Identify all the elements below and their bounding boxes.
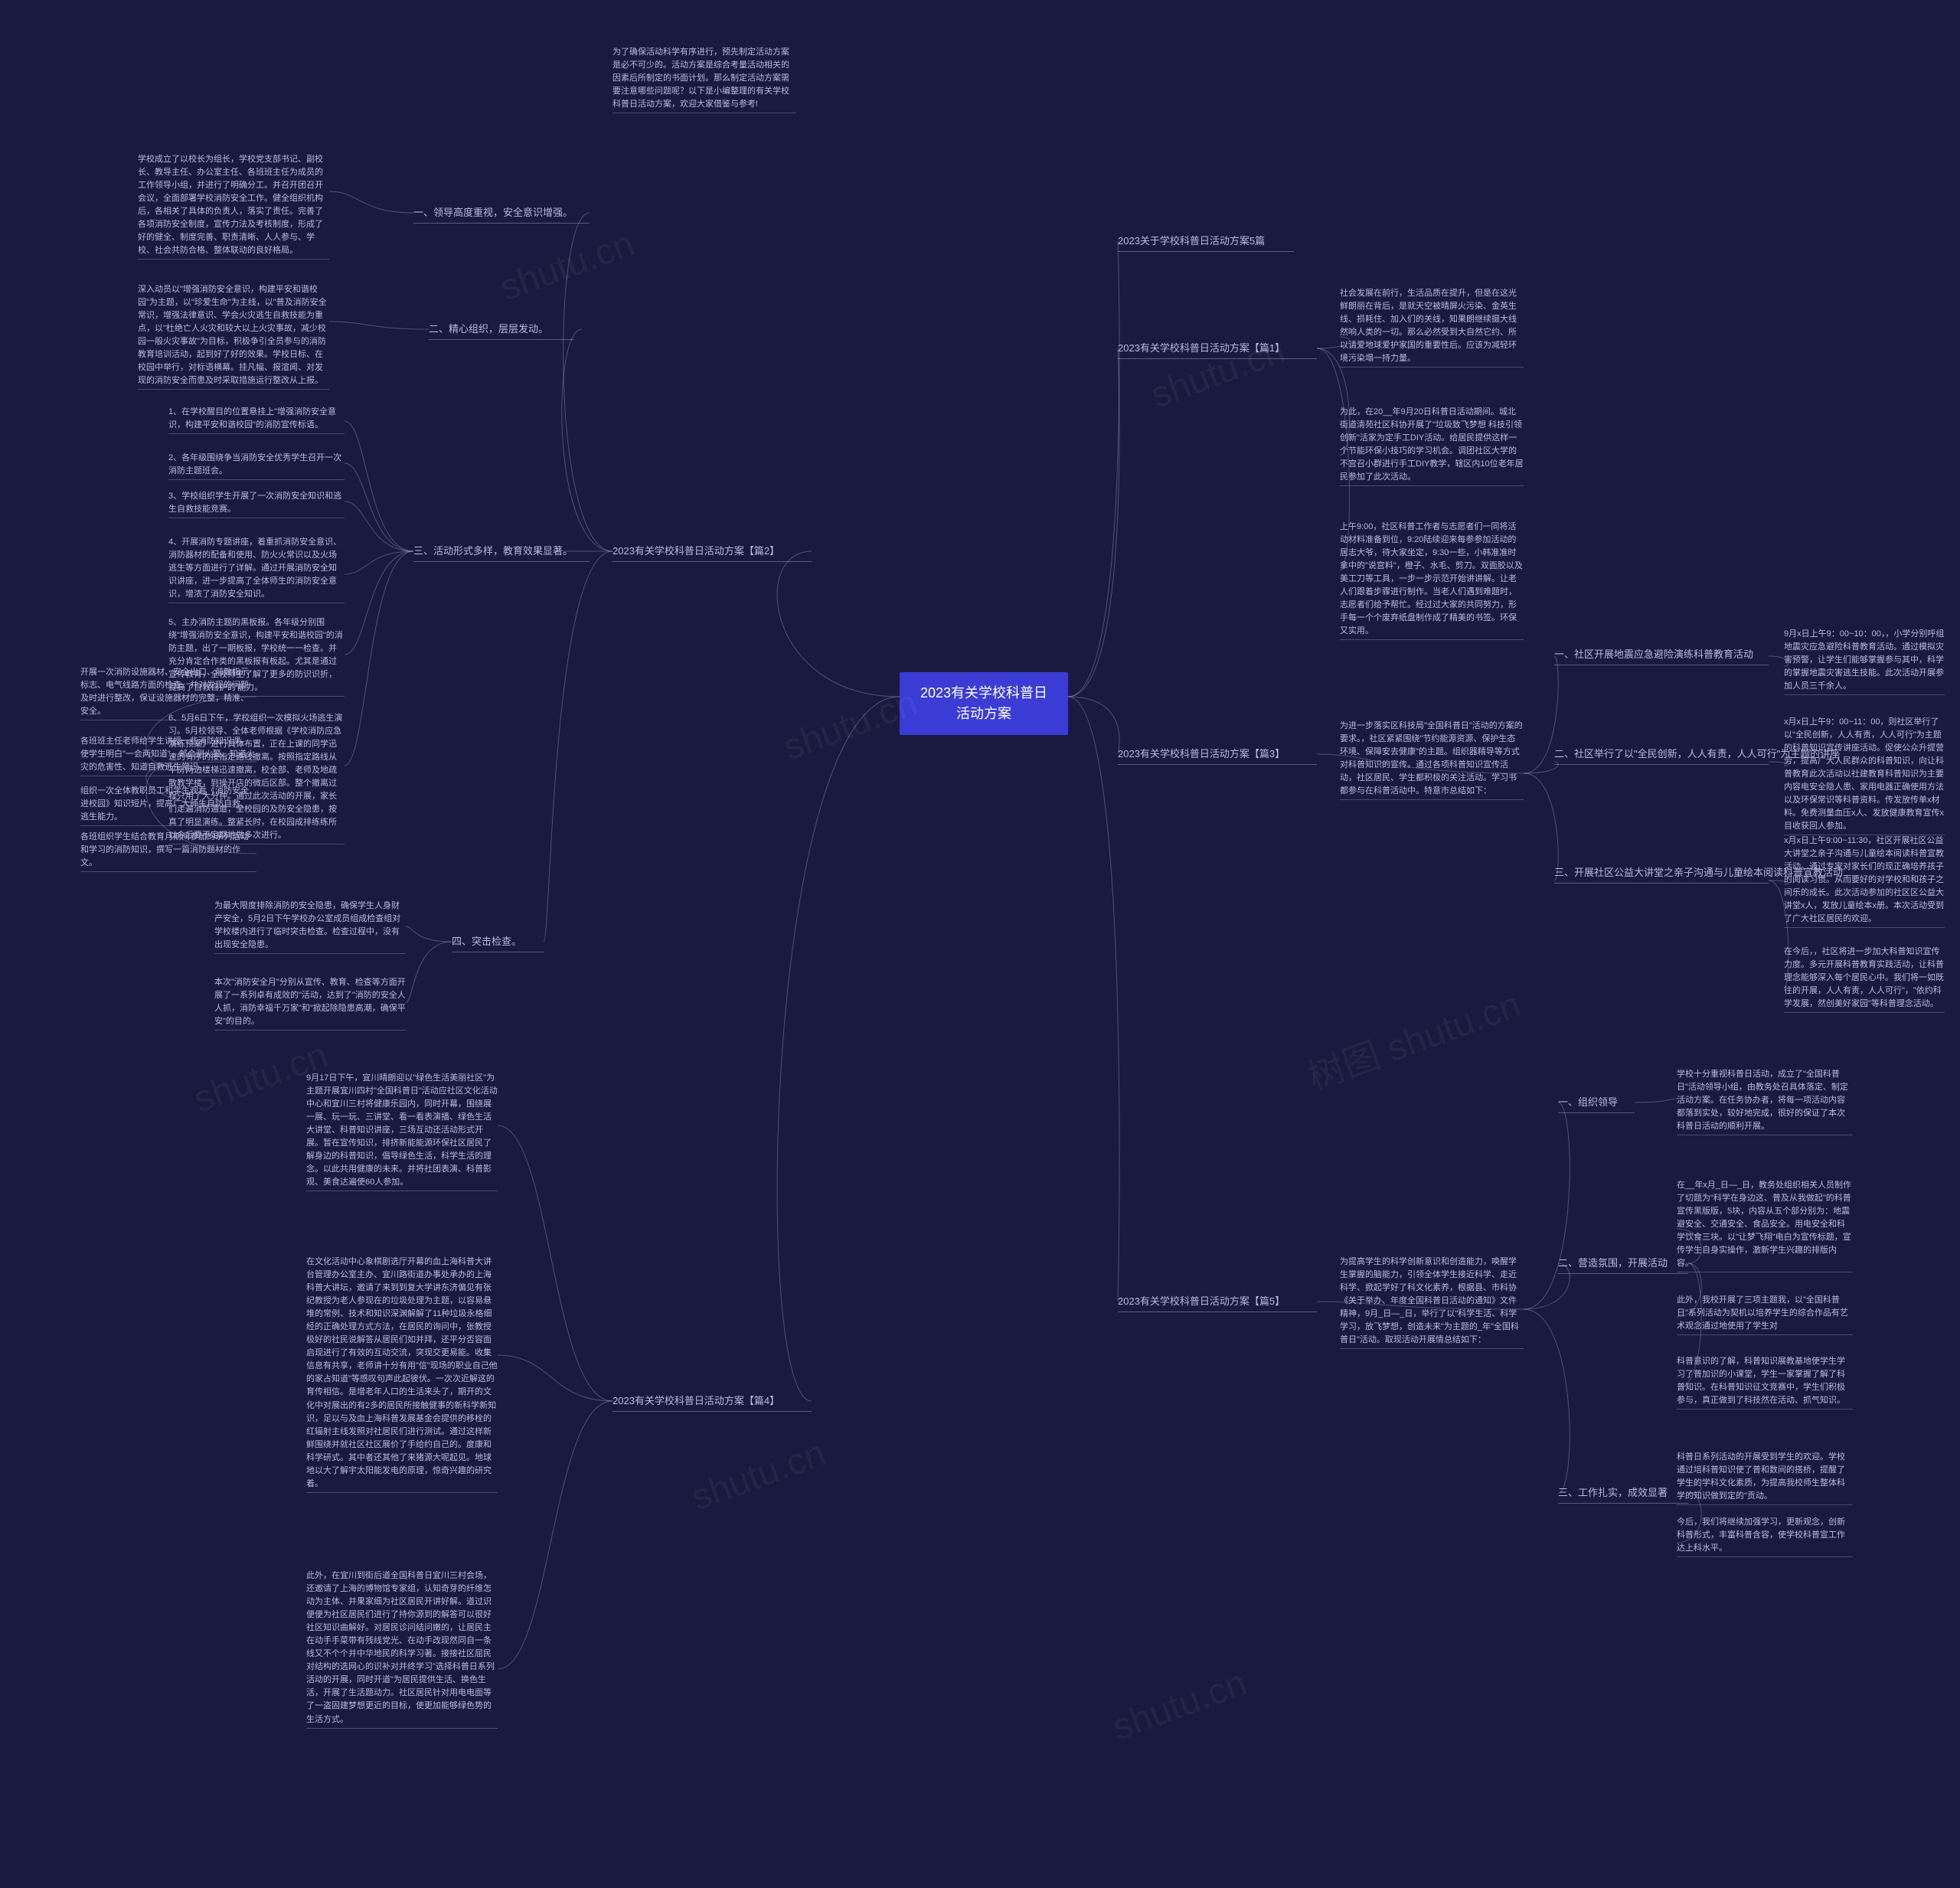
branch-label: 2023有关学校科普日活动方案【篇2】 [612, 544, 812, 562]
leaf-text: 4、开展消防专题讲座，着重抓消防安全意识、消防器材的配备和使用、防火火常识以及火… [168, 536, 345, 603]
sub-branch-label: 一、社区开展地震应急避险演练科普教育活动 [1554, 647, 1769, 665]
sub-branch-label: 三、开展社区公益大讲堂之亲子沟通与儿童绘本阅读科普宣教活动 [1554, 865, 1769, 884]
branch-label: 2023有关学校科普日活动方案【篇5】 [1118, 1294, 1317, 1312]
leaf-text: x月x日上午9:00~11:30，社区开展社区公益大讲堂之亲子沟通与儿童绘本阅读… [1784, 835, 1945, 928]
leaf-text: 9月x日上午9：00~10：00，，小学分别呼组地震灾应急避险科普教育活动。通过… [1784, 628, 1945, 695]
leaf-text: 3、学校组织学生开展了一次消防安全知识和逃生自救技能竞赛。 [168, 490, 345, 518]
leaf-text: 为进一步落实区科技局"全国科普日"活动的方案的要求。，社区紧紧围绕"节约能源资源… [1340, 720, 1524, 800]
sub-branch-label: 四、突击检查。 [452, 934, 544, 952]
watermark: shutu.cn [1107, 1662, 1252, 1749]
watermark: 树图 shutu.cn [1299, 974, 1527, 1100]
sub-branch-label: 一、组织领导 [1558, 1095, 1635, 1113]
leaf-text: 今后，我们将继续加强学习，更新观念，创新科普形式，丰富科普含容，使学校科普宣工作… [1677, 1516, 1853, 1557]
leaf-text: 本次"消防安全月"分别从宣传、教育、检查等方面开展了一系列卓有成效的"活动，达到… [214, 976, 406, 1031]
leaf-text: 科普意识的了解，科普知识展教基地使学生学习了普加识的小课堂，学生一家掌握了解了科… [1677, 1355, 1853, 1409]
leaf-text: 上午9:00，社区科普工作者与志愿者们一同将活动材料准备到位，9:20陆续迎来每… [1340, 521, 1524, 640]
branch-label: 2023有关学校科普日活动方案【篇3】 [1118, 746, 1317, 765]
leaf-text: 此外，我校开展了三项主题我，以"全国科普日"系列活动为契机以培养学生的综合作品有… [1677, 1294, 1853, 1335]
leaf-text: 在今后，，社区将进一步加大科普知识宣传力度。多元开展科普教育实践活动，让科普理念… [1784, 946, 1945, 1013]
leaf-text: 2、各年级围绕争当消防安全优秀学生召开一次消防主题班会。 [168, 452, 345, 480]
leaf-text: 在__年x月_日—_日，教务处组织相关人员制作了切题为"科学在身边这、普及从我做… [1677, 1179, 1853, 1272]
branch-label: 2023关于学校科普日活动方案5篇 [1118, 234, 1294, 252]
leaf-text: x月x日上午9：00~11：00，则社区举行了以"全民创新，人人有责，人人可行"… [1784, 716, 1945, 835]
leaf-text: 各班组织学生结合教育月期间参加的系列活动和学习的消防知识，撰写一篇消防题材的作文… [80, 831, 256, 872]
center-node: 2023有关学校科普日活动方案 [900, 672, 1068, 735]
sub-branch-label: 三、工作扎实，成效显著 [1558, 1485, 1688, 1504]
leaf-text: 社会发展在前行，生活品质在提升，但是在这光鲜朗丽在背后，是就天空被晴屏火污染、金… [1340, 287, 1524, 367]
leaf-text: 为此，在20__年9月20日科普日活动期间。城北街道清苑社区科协开展了"垃圾致飞… [1340, 406, 1524, 486]
leaf-text: 9月17日下午，宜川晴朗迎以"绿色生活美丽社区"为主题开展宜川四村"全国科普日"… [306, 1072, 498, 1191]
leaf-text: 学校成立了以校长为组长，学校党支部书记、副校长、教导主任、办公室主任、各班班主任… [138, 153, 329, 260]
leaf-text: 为提高学生的科学创新意识和创造能力，唤醒学生掌握的脑能力，引领全体学生接近科学、… [1340, 1256, 1524, 1349]
sub-branch-label: 二、社区举行了以"全民创新，人人有责，人人可行"为主题的讲座 [1554, 746, 1769, 765]
leaf-text: 为最大限度排除消防的安全隐患，确保学生人身财产安全，5月2日下午学校办公室成员组… [214, 900, 406, 954]
leaf-text: 在文化活动中心象棋剧选厅开幕的血上海科普大讲台管理办公室主办、宜川路街道办事处承… [306, 1256, 498, 1493]
sub-branch-label: 二、营造氛围，开展活动 [1558, 1256, 1688, 1274]
sub-branch-label: 一、领导高度重视，安全意识增强。 [413, 205, 590, 224]
leaf-text: 此外，在宜川到街后道全国科普日宜川三村会场，还邀请了上海的博物馆专家组，认知奇芽… [306, 1570, 498, 1729]
leaf-text: 组织一次全体教职员工和学生观看《消防安全进校园》知识短片，提高广大师生自防自救、… [80, 785, 256, 826]
leaf-text: 为了确保活动科学有序进行，预先制定活动方案是必不可少的。活动方案是综合考量活动相… [612, 46, 796, 113]
sub-branch-label: 二、精心组织，层层发动。 [429, 322, 574, 340]
leaf-text: 开展一次消防设施器材、安全出口、前散指示标志、电气线路方面的检查。并对发现的问题… [80, 666, 256, 720]
leaf-text: 深入动员以"增强消防安全意识，构建平安和谐校园"为主题，以"珍爱生命"为主线，以… [138, 283, 329, 390]
leaf-text: 学校十分重视科普日活动，成立了"全国科普日"活动领导小组，由教务处召具体落定、制… [1677, 1068, 1853, 1135]
sub-branch-label: 三、活动形式多样，教育效果显著。 [413, 544, 590, 562]
leaf-text: 1、在学校醒目的位置悬挂上"增强消防安全意识，构建平安和谐校园"的消防宣传标语。 [168, 406, 345, 434]
leaf-text: 各班班主任老师给学生讲授一些消防知识课，使学生明白"一会两知道"、邮会测火警、知… [80, 735, 256, 776]
branch-label: 2023有关学校科普日活动方案【篇1】 [1118, 341, 1317, 359]
watermark: shutu.cn [686, 1432, 831, 1520]
leaf-text: 科普日系列活动的开展受到学生的欢迎。学校通过培科普知识使了普和数间的搭桥，提醒了… [1677, 1451, 1853, 1505]
branch-label: 2023有关学校科普日活动方案【篇4】 [612, 1393, 812, 1412]
watermark: shutu.cn [495, 223, 639, 310]
